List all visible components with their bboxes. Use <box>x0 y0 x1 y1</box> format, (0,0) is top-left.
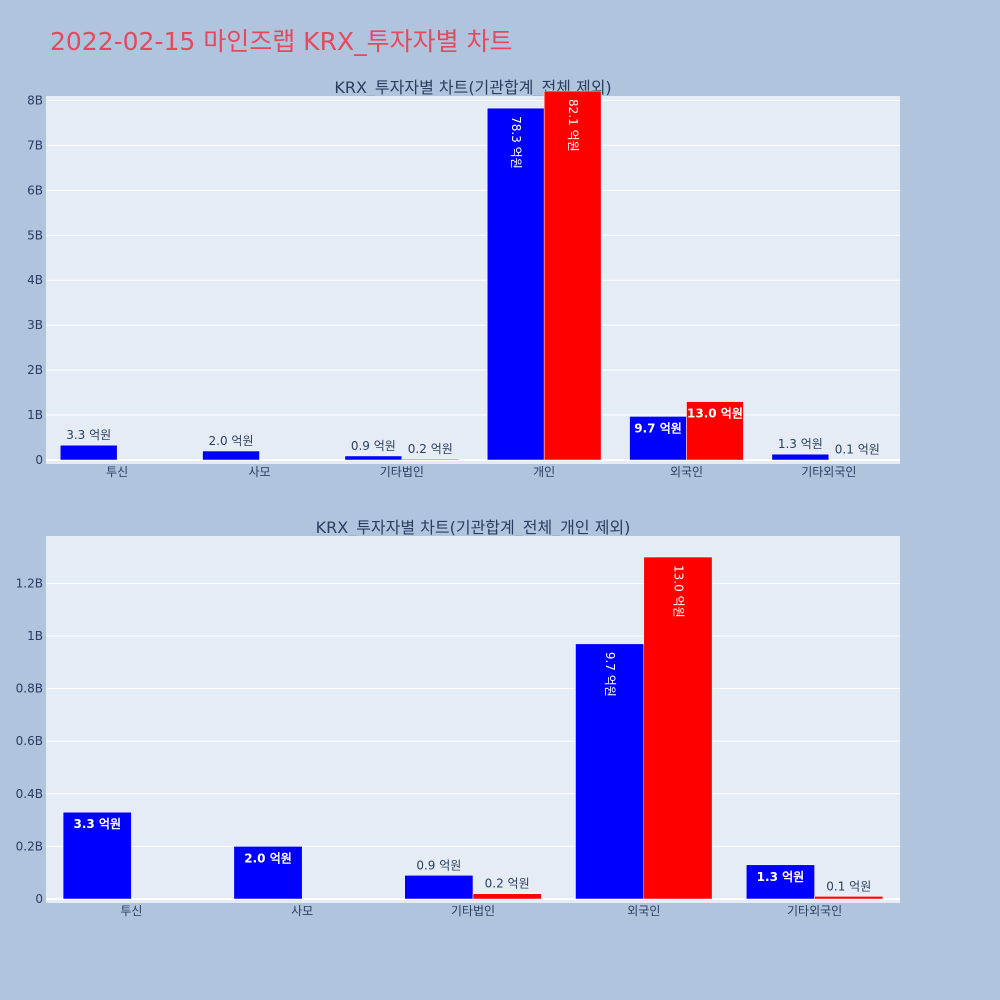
x-tick-label: 개인 <box>533 465 555 479</box>
y-tick-label: 2B <box>27 363 43 377</box>
x-tick-label: 외국인 <box>670 465 703 479</box>
data-label: 2.0 억원 <box>209 434 254 448</box>
data-label: 0.9 억원 <box>351 439 396 453</box>
bar[interactable] <box>401 458 460 461</box>
bar[interactable] <box>486 107 545 461</box>
y-tick-label: 5B <box>27 228 43 242</box>
y-tick-label: 4B <box>27 273 43 287</box>
x-tick-label: 외국인 <box>627 904 660 918</box>
y-tick-label: 0.4B <box>16 787 43 801</box>
bar[interactable] <box>472 893 542 900</box>
y-tick-label: 0.2B <box>16 839 43 853</box>
data-label: 3.3 억원 <box>66 428 111 442</box>
data-label: 0.1 억원 <box>826 879 871 893</box>
y-tick-label: 1.2B <box>16 576 43 590</box>
y-tick-label: 3B <box>27 318 43 332</box>
y-tick-label: 0 <box>35 892 43 906</box>
bar[interactable] <box>543 90 602 461</box>
x-tick-label: 기타법인 <box>380 465 424 479</box>
x-tick-label: 기타법인 <box>451 904 495 918</box>
y-tick-label: 1B <box>27 629 43 643</box>
data-label: 78.3 억원 <box>509 116 523 169</box>
bar[interactable] <box>629 416 687 461</box>
chart-top: KRX_투자자별 차트(기관합계_전체 제외) 0 1B 2B 3B 4B 5B 6B 7B 8B… <box>27 78 900 479</box>
chart-title: KRX_투자자별 차트(기관합계_전체 제외) <box>334 78 611 98</box>
x-tick-label: 기타외국인 <box>787 904 842 918</box>
bar[interactable] <box>746 864 815 900</box>
plot-area <box>46 536 900 903</box>
x-tick-label: 사모 <box>248 465 270 479</box>
bar[interactable] <box>686 401 744 461</box>
bar[interactable] <box>643 556 713 900</box>
data-label: 9.7 억원 <box>634 421 682 435</box>
data-label: 0.2 억원 <box>408 442 453 456</box>
bar[interactable] <box>814 896 884 900</box>
bar[interactable] <box>233 846 303 900</box>
bar[interactable] <box>404 875 474 900</box>
y-tick-label: 1B <box>27 408 43 422</box>
bar[interactable] <box>344 455 403 461</box>
data-label: 82.1 억원 <box>566 99 580 152</box>
y-tick-label: 7B <box>27 138 43 152</box>
y-tick-label: 6B <box>27 183 43 197</box>
data-label: 13.0 억원 <box>671 565 685 618</box>
bar[interactable] <box>575 643 645 900</box>
x-tick-label: 투신 <box>120 904 142 918</box>
x-tick-label: 투신 <box>106 465 128 479</box>
data-label: 3.3 억원 <box>73 817 121 831</box>
data-label: 13.0 억원 <box>687 407 743 421</box>
bar[interactable] <box>59 444 118 461</box>
data-label: 1.3 억원 <box>757 870 805 884</box>
y-tick-label: 0.6B <box>16 734 43 748</box>
data-label: 0.9 억원 <box>416 858 461 872</box>
chart-title: KRX_투자자별 차트(기관합계_전체_개인 제외) <box>316 518 631 538</box>
x-tick-label: 기타외국인 <box>801 465 856 479</box>
data-label: 0.2 억원 <box>485 877 530 891</box>
y-tick-label: 0.8B <box>16 682 43 696</box>
y-tick-label: 0 <box>35 453 43 467</box>
bar[interactable] <box>202 450 260 461</box>
page-title: 2022-02-15 마인즈랩 KRX_투자자별 차트 <box>50 27 513 56</box>
data-label: 2.0 억원 <box>244 851 292 865</box>
data-label: 0.1 억원 <box>835 443 880 457</box>
x-tick-label: 사모 <box>291 904 313 918</box>
y-tick-label: 8B <box>27 93 43 107</box>
data-label: 9.7 억원 <box>603 652 617 697</box>
chart-bottom: KRX_투자자별 차트(기관합계_전체_개인 제외) 0 0.2B 0.4B 0.6B 0… <box>16 518 900 918</box>
bar[interactable] <box>771 453 830 461</box>
bar[interactable] <box>62 811 132 900</box>
data-label: 1.3 억원 <box>778 437 823 451</box>
